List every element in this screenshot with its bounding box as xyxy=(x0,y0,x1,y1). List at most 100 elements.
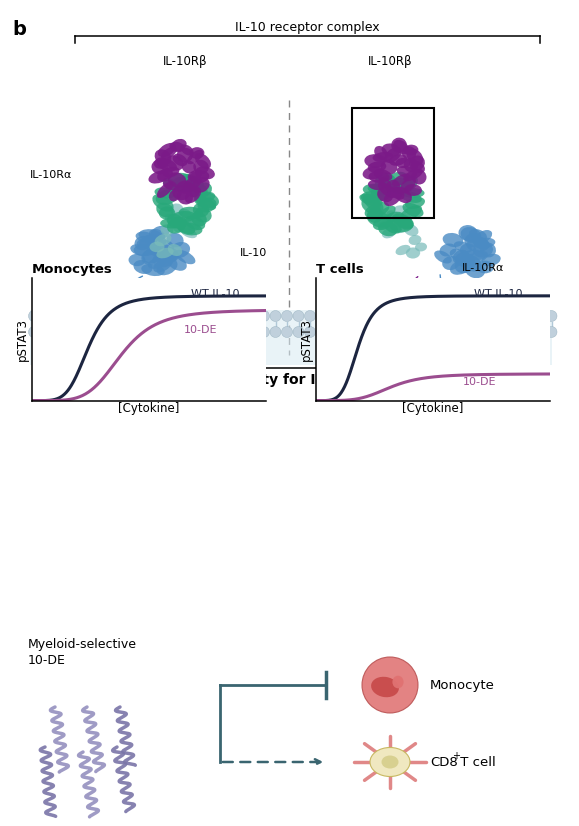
Circle shape xyxy=(523,326,534,338)
Ellipse shape xyxy=(455,253,475,268)
Circle shape xyxy=(431,311,442,321)
Circle shape xyxy=(201,326,212,338)
Circle shape xyxy=(362,311,373,321)
Circle shape xyxy=(167,311,178,321)
Ellipse shape xyxy=(378,221,398,236)
Ellipse shape xyxy=(401,188,424,198)
Circle shape xyxy=(189,326,200,338)
Circle shape xyxy=(281,326,292,338)
Ellipse shape xyxy=(374,146,388,160)
Circle shape xyxy=(40,326,51,338)
Ellipse shape xyxy=(149,242,164,252)
Ellipse shape xyxy=(167,255,187,271)
Ellipse shape xyxy=(175,220,195,235)
Circle shape xyxy=(86,326,97,338)
Circle shape xyxy=(270,311,281,321)
Ellipse shape xyxy=(400,206,422,221)
Ellipse shape xyxy=(139,240,161,250)
Y-axis label: pSTAT3: pSTAT3 xyxy=(16,318,29,361)
Ellipse shape xyxy=(171,177,189,189)
Ellipse shape xyxy=(475,238,496,249)
Ellipse shape xyxy=(392,180,414,194)
Ellipse shape xyxy=(185,216,205,230)
Ellipse shape xyxy=(170,242,190,258)
Ellipse shape xyxy=(168,244,182,256)
Ellipse shape xyxy=(177,189,193,205)
Ellipse shape xyxy=(157,169,173,182)
Ellipse shape xyxy=(130,244,150,256)
Ellipse shape xyxy=(134,244,156,256)
Ellipse shape xyxy=(159,206,175,220)
Ellipse shape xyxy=(389,217,413,232)
Circle shape xyxy=(52,326,63,338)
Circle shape xyxy=(75,326,86,338)
Text: IL-10: IL-10 xyxy=(240,248,267,258)
Ellipse shape xyxy=(170,211,196,223)
Ellipse shape xyxy=(195,192,215,202)
Ellipse shape xyxy=(194,196,216,210)
Ellipse shape xyxy=(185,219,201,231)
Ellipse shape xyxy=(156,259,178,275)
Ellipse shape xyxy=(404,184,422,196)
Circle shape xyxy=(132,326,143,338)
Ellipse shape xyxy=(168,173,186,188)
Ellipse shape xyxy=(189,147,204,159)
Ellipse shape xyxy=(380,159,397,174)
Ellipse shape xyxy=(167,216,187,234)
Ellipse shape xyxy=(179,206,203,219)
Ellipse shape xyxy=(391,221,408,233)
Circle shape xyxy=(442,311,453,321)
Circle shape xyxy=(466,326,477,338)
Ellipse shape xyxy=(142,247,163,263)
Ellipse shape xyxy=(166,182,184,192)
Circle shape xyxy=(236,311,247,321)
Ellipse shape xyxy=(155,251,179,263)
Ellipse shape xyxy=(161,146,177,159)
Ellipse shape xyxy=(450,259,472,275)
Ellipse shape xyxy=(404,169,423,181)
Text: Monocyte: Monocyte xyxy=(430,678,495,691)
Ellipse shape xyxy=(166,155,184,171)
Text: Myeloid-selective: Myeloid-selective xyxy=(28,638,137,651)
Ellipse shape xyxy=(187,150,203,164)
Text: 10-DE: 10-DE xyxy=(184,325,218,335)
Ellipse shape xyxy=(392,214,414,229)
Ellipse shape xyxy=(170,142,185,152)
Ellipse shape xyxy=(165,214,181,226)
Ellipse shape xyxy=(396,175,418,195)
Ellipse shape xyxy=(378,178,391,189)
Ellipse shape xyxy=(370,748,410,776)
Ellipse shape xyxy=(154,157,168,169)
Ellipse shape xyxy=(404,158,418,172)
Ellipse shape xyxy=(178,222,203,235)
Ellipse shape xyxy=(468,251,488,263)
Ellipse shape xyxy=(395,158,411,168)
Ellipse shape xyxy=(434,250,452,263)
Ellipse shape xyxy=(368,171,390,183)
Text: WT IL-10: WT IL-10 xyxy=(474,289,523,299)
Ellipse shape xyxy=(129,254,145,266)
Circle shape xyxy=(28,311,39,321)
Circle shape xyxy=(385,311,396,321)
Ellipse shape xyxy=(480,243,496,258)
Circle shape xyxy=(511,326,522,338)
Ellipse shape xyxy=(386,180,400,194)
Ellipse shape xyxy=(412,169,427,184)
Ellipse shape xyxy=(409,155,425,170)
Circle shape xyxy=(281,311,292,321)
Circle shape xyxy=(534,311,545,321)
Circle shape xyxy=(247,311,258,321)
Ellipse shape xyxy=(155,188,175,198)
Ellipse shape xyxy=(476,261,494,273)
Text: 10-DE: 10-DE xyxy=(463,377,496,387)
Ellipse shape xyxy=(178,209,192,221)
Ellipse shape xyxy=(377,188,393,202)
Text: IL-10 receptor complex: IL-10 receptor complex xyxy=(235,21,380,34)
Ellipse shape xyxy=(465,262,485,278)
Ellipse shape xyxy=(163,180,177,190)
Circle shape xyxy=(224,311,235,321)
Ellipse shape xyxy=(157,182,173,198)
Ellipse shape xyxy=(180,145,194,155)
Ellipse shape xyxy=(365,202,389,218)
Ellipse shape xyxy=(182,160,196,173)
